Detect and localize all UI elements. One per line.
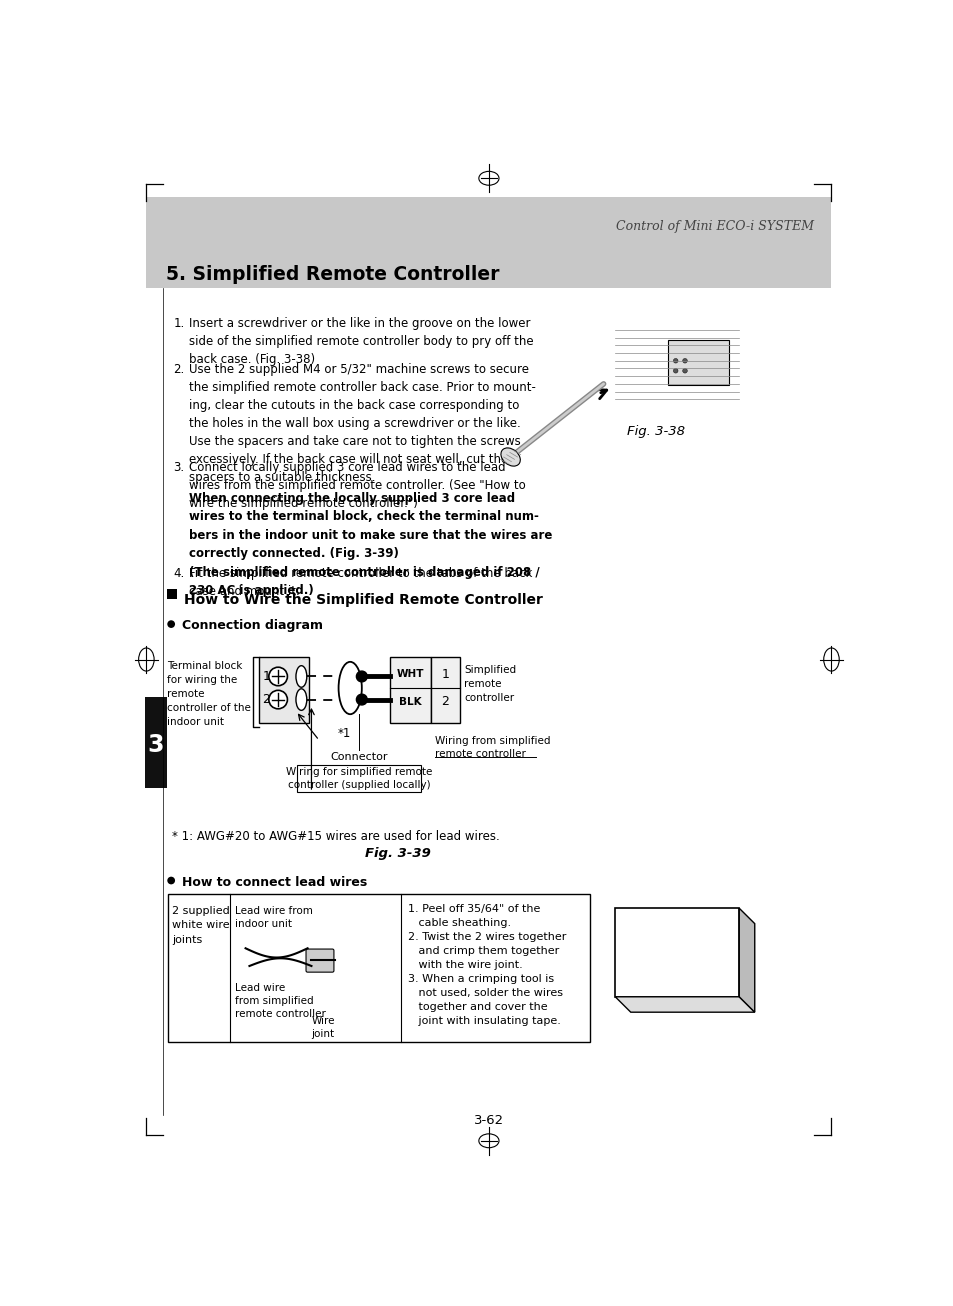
Ellipse shape	[500, 448, 519, 466]
Circle shape	[167, 876, 174, 884]
Ellipse shape	[295, 666, 307, 687]
FancyBboxPatch shape	[667, 340, 728, 385]
Text: How to Wire the Simplified Remote Controller: How to Wire the Simplified Remote Contro…	[183, 593, 542, 606]
Polygon shape	[615, 908, 739, 996]
Text: 1. Peel off 35/64" of the
   cable sheathing.
2. Twist the 2 wires together
   a: 1. Peel off 35/64" of the cable sheathin…	[408, 904, 566, 1025]
Text: Insert a screwdriver or the like in the groove on the lower
side of the simplifi: Insert a screwdriver or the like in the …	[189, 317, 533, 366]
Text: 2 supplied
white wire
joints: 2 supplied white wire joints	[172, 906, 230, 944]
Text: Wire
joint: Wire joint	[311, 1016, 335, 1040]
Text: 2.: 2.	[173, 363, 185, 376]
Text: 3.: 3.	[173, 461, 185, 474]
Circle shape	[673, 368, 678, 374]
Circle shape	[682, 358, 686, 363]
Text: BLK: BLK	[399, 697, 421, 707]
Text: Connect locally supplied 3 core lead wires to the lead
wires from the simplified: Connect locally supplied 3 core lead wir…	[189, 461, 525, 509]
Text: Wiring for simplified remote
controller (supplied locally): Wiring for simplified remote controller …	[286, 767, 433, 790]
Text: 3: 3	[148, 733, 164, 757]
Text: Connector: Connector	[331, 752, 388, 761]
Bar	[167, 589, 176, 598]
Polygon shape	[615, 996, 754, 1012]
Text: When connecting the locally supplied 3 core lead
wires to the terminal block, ch: When connecting the locally supplied 3 c…	[189, 491, 552, 597]
Ellipse shape	[295, 688, 307, 710]
Bar	[146, 197, 831, 287]
Text: WHT: WHT	[396, 669, 424, 679]
Circle shape	[269, 667, 287, 686]
Circle shape	[356, 671, 367, 682]
Text: Control of Mini ECO-i SYSTEM: Control of Mini ECO-i SYSTEM	[615, 219, 813, 232]
Circle shape	[356, 695, 367, 705]
Text: 3-62: 3-62	[474, 1114, 503, 1127]
Circle shape	[673, 358, 678, 363]
Ellipse shape	[338, 662, 361, 714]
Text: Use the 2 supplied M4 or 5/32" machine screws to secure
the simplified remote co: Use the 2 supplied M4 or 5/32" machine s…	[189, 363, 536, 485]
Text: 1: 1	[262, 670, 270, 683]
Text: Terminal block
for wiring the
remote
controller of the
indoor unit: Terminal block for wiring the remote con…	[167, 661, 251, 727]
Text: Fig. 3-38: Fig. 3-38	[626, 424, 684, 438]
Circle shape	[167, 620, 174, 628]
Text: Simplified
remote
controller: Simplified remote controller	[464, 665, 516, 703]
Bar	[258, 657, 309, 722]
Text: *1: *1	[337, 726, 351, 739]
Text: 5. Simplified Remote Controller: 5. Simplified Remote Controller	[166, 265, 498, 283]
Bar	[168, 895, 590, 1042]
Polygon shape	[739, 908, 754, 1012]
Bar	[297, 765, 421, 791]
Circle shape	[682, 368, 686, 374]
Text: 1: 1	[441, 667, 449, 680]
FancyBboxPatch shape	[306, 949, 334, 972]
Text: Fit the simplified remote controller to the tabs of the back
case and mount it.: Fit the simplified remote controller to …	[189, 567, 532, 598]
Text: * 1: AWG#20 to AWG#15 wires are used for lead wires.: * 1: AWG#20 to AWG#15 wires are used for…	[172, 831, 499, 844]
Circle shape	[269, 691, 287, 709]
Text: Connection diagram: Connection diagram	[182, 619, 323, 632]
Text: Fig. 3-39: Fig. 3-39	[365, 848, 431, 861]
Text: 2: 2	[262, 693, 270, 707]
Text: 2: 2	[441, 695, 449, 708]
Bar	[145, 697, 167, 788]
Bar	[431, 657, 459, 722]
Text: Lead wire from
indoor unit: Lead wire from indoor unit	[234, 906, 313, 929]
Text: Lead wire
from simplified
remote controller: Lead wire from simplified remote control…	[234, 983, 325, 1019]
Text: How to connect lead wires: How to connect lead wires	[182, 876, 367, 889]
Text: 1.: 1.	[173, 317, 185, 330]
Text: 4.: 4.	[173, 567, 185, 580]
Bar	[390, 657, 431, 722]
Text: Wiring from simplified
remote controller: Wiring from simplified remote controller	[435, 735, 551, 759]
